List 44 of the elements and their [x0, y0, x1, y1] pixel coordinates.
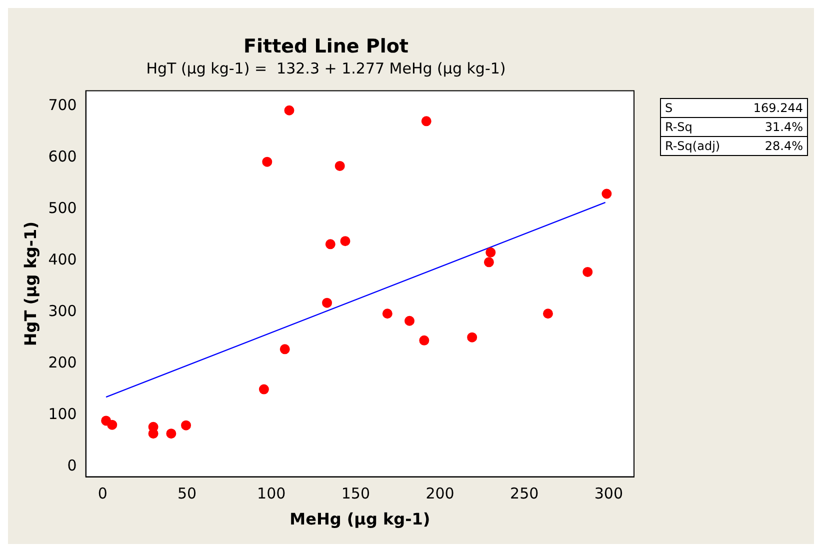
y-axis-title: HgT (µg kg-1)	[20, 221, 40, 346]
text: R-Sq(adj) 28.4%	[665, 139, 803, 153]
x-axis-title: MeHg (µg kg-1)	[290, 510, 430, 529]
x-tick-label: 100	[257, 484, 286, 503]
y-tick-label: 600	[48, 148, 77, 166]
y-tick-label: 500	[48, 199, 77, 218]
x-tick-label: 200	[426, 484, 454, 503]
point	[322, 298, 332, 308]
x-tick-label: 50	[177, 484, 197, 503]
point	[582, 266, 593, 277]
point	[181, 420, 192, 430]
chart-subtitle: HgT (µg kg-1) = 132.3 + 1.277 MeHg (µg kg-1)	[146, 60, 506, 78]
point	[284, 105, 294, 116]
point	[486, 247, 496, 258]
y-tick-label: 0	[67, 456, 77, 474]
y-tick-label: 200	[48, 353, 77, 372]
point	[467, 332, 478, 342]
point	[602, 188, 612, 199]
x-tick-label: 300	[594, 484, 624, 503]
text: R-Sq 31.4%	[665, 120, 803, 134]
point	[148, 428, 158, 439]
point	[404, 316, 415, 326]
point	[107, 420, 118, 430]
point	[340, 236, 350, 246]
point	[542, 308, 553, 319]
y-tick-label: 400	[48, 250, 77, 269]
chart-title: Fitted Line Plot	[244, 35, 408, 58]
x-tick-label: 150	[341, 484, 370, 503]
y-tick-label: 100	[48, 404, 77, 423]
point	[166, 428, 176, 439]
x-tick-label: 0	[98, 484, 108, 503]
point	[334, 160, 345, 171]
y-tick-label: 700	[48, 96, 77, 114]
point	[421, 116, 432, 126]
x-tick-label: 250	[510, 484, 539, 503]
point	[258, 384, 269, 394]
point	[419, 335, 430, 346]
point	[382, 308, 392, 319]
point	[262, 156, 272, 167]
y-tick-label: 300	[48, 302, 77, 320]
point	[484, 257, 494, 268]
text: S 169.244	[665, 101, 803, 115]
point	[325, 239, 336, 250]
point	[280, 344, 290, 354]
